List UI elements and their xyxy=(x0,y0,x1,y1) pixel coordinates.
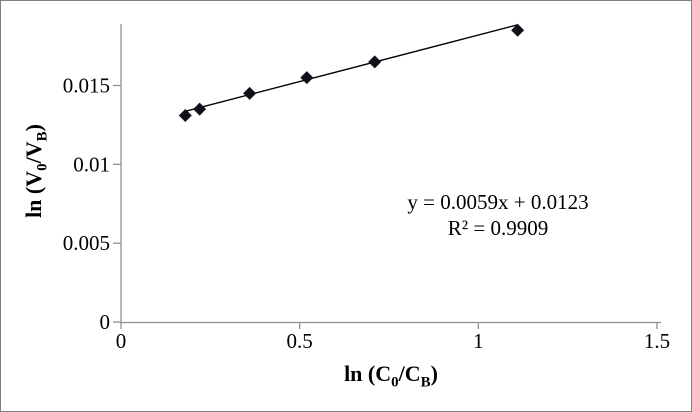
tick-labels: 0 0.5 1 1.5 0 0.005 0.01 0.015 xyxy=(63,73,670,353)
y-tick-label: 0 xyxy=(100,310,111,334)
y-tick-label: 0.015 xyxy=(63,73,110,97)
x-axis-title-subB: B xyxy=(420,374,431,391)
y-axis-title-text: ln (V xyxy=(21,170,46,218)
r-squared-text: R² = 0.9909 xyxy=(447,216,549,240)
x-axis-title-text: ln (C xyxy=(344,361,392,386)
x-tick-label: 1.5 xyxy=(644,329,670,353)
y-tick-label: 0.01 xyxy=(73,152,110,176)
data-point-marker xyxy=(193,102,207,116)
x-axis-title-sub0: 0 xyxy=(391,374,399,391)
data-point-marker xyxy=(511,23,525,37)
trendline xyxy=(185,24,518,112)
y-axis-title-sub0: 0 xyxy=(34,163,51,171)
data-point-marker xyxy=(368,55,382,69)
axes xyxy=(113,24,661,329)
data-point-marker xyxy=(243,86,257,100)
x-axis-title-mid: /C xyxy=(398,361,421,386)
x-tick-label: 0.5 xyxy=(287,329,313,353)
equation-text: y = 0.0059x + 0.0123 xyxy=(407,190,589,214)
x-axis-title-post: ) xyxy=(430,361,438,386)
y-tick-label: 0.005 xyxy=(63,231,110,255)
x-axis-title: ln (C0/CB) xyxy=(344,361,438,391)
y-axis-title-subB: B xyxy=(34,131,51,142)
trendline-annotation: y = 0.0059x + 0.0123 R² = 0.9909 xyxy=(407,189,588,241)
data-points xyxy=(178,23,525,122)
y-axis-title-post: ) xyxy=(21,124,46,132)
data-point-marker xyxy=(300,71,314,85)
y-axis-title-mid: /V xyxy=(21,141,46,164)
x-tick-label: 1 xyxy=(473,329,484,353)
y-axis-title: ln (V0/VB) xyxy=(21,124,51,218)
data-point-marker xyxy=(178,108,192,122)
x-tick-label: 0 xyxy=(116,329,127,353)
